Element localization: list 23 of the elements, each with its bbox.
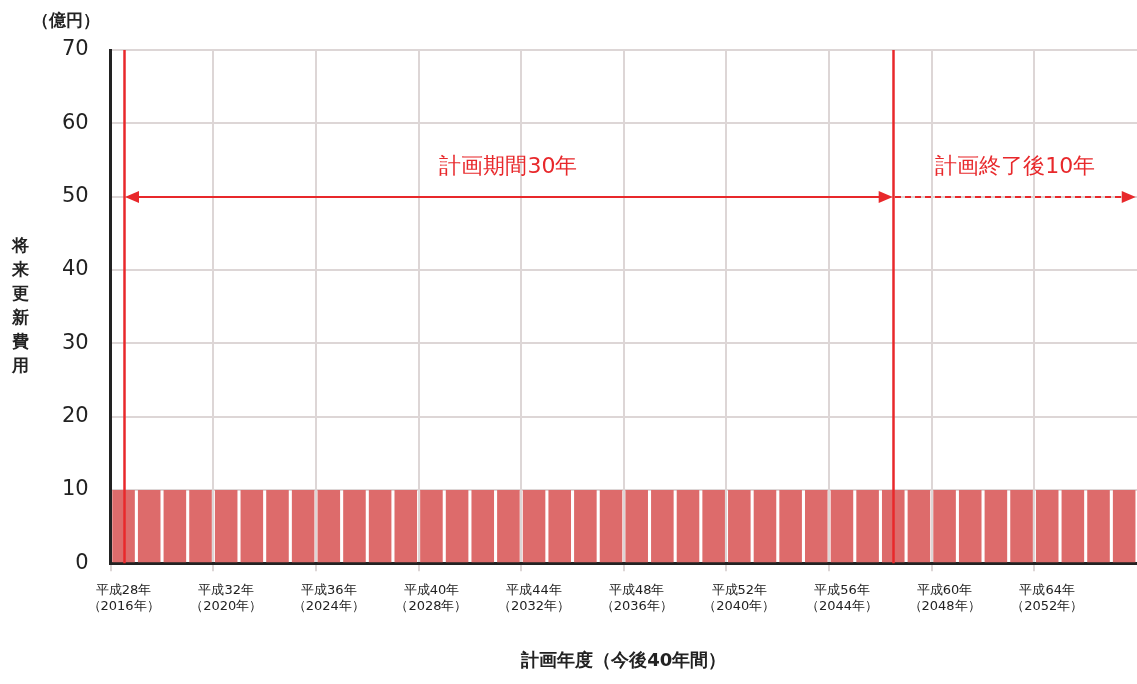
x-axis-title: 計画年度（今後40年間） — [520, 648, 727, 670]
y-tick-label: 10 — [61, 476, 89, 501]
x-tick-label: 平成64年（2052年） — [1011, 582, 1084, 613]
x-tick-label: 平成44年（2032年） — [498, 582, 571, 613]
y-tick-label: 70 — [61, 36, 89, 61]
x-tick-label: 平成52年（2040年） — [703, 582, 776, 613]
y-tick-label: 40 — [61, 256, 89, 281]
x-tick-label: 平成40年（2028年） — [395, 582, 468, 613]
annotation: 計画期間30年 — [439, 153, 578, 179]
x-tick-label: 平成36年（2024年） — [292, 582, 365, 613]
x-tick-label: 平成32年（2020年） — [190, 582, 263, 613]
y-axis-title: 将来更新費用 — [10, 235, 29, 376]
x-tick-label: 平成48年（2036年） — [600, 582, 673, 613]
y-tick-label: 30 — [61, 329, 89, 354]
y-tick-label: 50 — [61, 183, 89, 208]
x-tick-label: 平成60年（2048年） — [908, 582, 981, 613]
y-tick-label: 0 — [75, 549, 89, 574]
annotation: 計画終了後10年 — [935, 153, 1096, 179]
y-tick-label: 60 — [61, 109, 89, 134]
y-tick-label: 20 — [61, 403, 89, 428]
x-tick-label: 平成56年（2044年） — [805, 582, 878, 613]
x-tick-label: 平成28年（2016年） — [87, 582, 160, 613]
text: （億円） — [31, 10, 100, 31]
